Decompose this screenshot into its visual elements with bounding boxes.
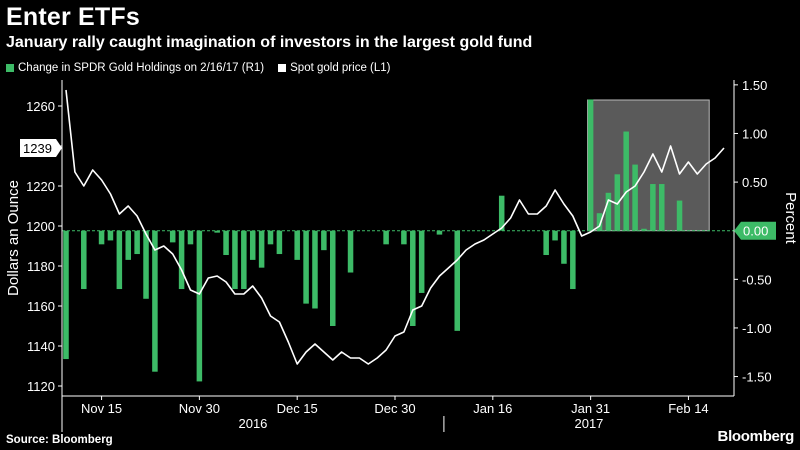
- current-price-box: [20, 139, 62, 157]
- bar: [632, 164, 638, 231]
- bar: [641, 228, 647, 231]
- legend: Change in SPDR Gold Holdings on 2/16/17 …: [6, 62, 391, 74]
- left-axis-tick-label: 1140: [27, 339, 55, 354]
- bar: [241, 230, 247, 290]
- spot-gold-line: [65, 89, 725, 365]
- bar: [312, 230, 318, 309]
- bar: [152, 230, 158, 372]
- bar: [232, 230, 238, 290]
- bar: [605, 192, 612, 231]
- source-note: Source: Bloomberg: [6, 434, 113, 446]
- bar: [383, 230, 389, 245]
- bar: [276, 230, 283, 255]
- bar: [570, 230, 576, 290]
- legend-swatch-spot-gold: [278, 64, 287, 72]
- left-axis-tick-label: 1120: [27, 379, 55, 394]
- bar: [178, 230, 185, 290]
- zero-label: 0.00: [743, 224, 768, 239]
- bar: [107, 230, 114, 241]
- bar: [98, 230, 105, 245]
- legend-label-spot-gold: Spot gold price (L1): [290, 62, 391, 74]
- current-price-label: 1239: [23, 141, 52, 156]
- bar: [552, 230, 558, 241]
- left-axis-tick-label: 1220: [26, 179, 55, 194]
- x-axis-tick-label: Nov 15: [81, 401, 122, 416]
- right-axis-title: Percent: [782, 192, 799, 245]
- bar: [436, 230, 443, 235]
- left-axis-tick-label: 1160: [27, 299, 55, 314]
- bar: [258, 230, 265, 268]
- year-label: 2016: [238, 416, 267, 431]
- bar: [303, 230, 309, 304]
- bar: [410, 230, 416, 326]
- bar: [596, 213, 603, 231]
- left-axis-title: Dollars an Ounce: [5, 180, 22, 296]
- bar: [418, 230, 425, 293]
- bar: [267, 230, 274, 245]
- year-label: 2017: [574, 416, 603, 431]
- bar: [347, 230, 354, 273]
- bar: [143, 230, 149, 299]
- right-axis-tick-label: -1.00: [742, 321, 772, 336]
- bar: [454, 230, 460, 331]
- bar: [587, 99, 594, 231]
- bar: [401, 230, 407, 245]
- bar: [623, 131, 629, 231]
- zero-label-box: [734, 221, 776, 240]
- left-axis-tick-label: 1180: [27, 259, 55, 274]
- chart-title: Enter ETFs: [6, 3, 140, 31]
- left-axis-tick-label: 1260: [26, 99, 55, 114]
- right-axis-tick-label: -0.50: [742, 272, 772, 287]
- right-axis-tick-label: 1.00: [742, 126, 767, 141]
- right-axis-tick-label: 0.50: [742, 175, 767, 190]
- x-axis-tick-label: Jan 31: [571, 401, 610, 416]
- bar: [676, 200, 683, 231]
- bar: [125, 230, 131, 260]
- bar: [650, 184, 656, 231]
- bar: [134, 230, 140, 255]
- bar: [330, 230, 336, 326]
- x-axis-tick-label: Nov 30: [179, 401, 220, 416]
- bar: [561, 230, 567, 264]
- left-axis-tick-label: 1200: [26, 219, 55, 234]
- bar: [321, 230, 327, 251]
- bar: [63, 230, 69, 360]
- bar: [614, 174, 621, 231]
- legend-label-holdings: Change in SPDR Gold Holdings on 2/16/17 …: [18, 62, 265, 74]
- bar: [169, 230, 176, 243]
- bar: [116, 230, 123, 290]
- bar: [196, 230, 203, 382]
- legend-item-holdings: Change in SPDR Gold Holdings on 2/16/17 …: [6, 62, 264, 74]
- bar: [498, 195, 505, 231]
- right-axis-tick-label: -1.50: [742, 370, 772, 385]
- legend-item-spot-gold: Spot gold price (L1): [278, 62, 391, 74]
- x-axis-tick-label: Feb 14: [668, 401, 708, 416]
- x-axis-tick-label: Jan 16: [473, 401, 512, 416]
- x-axis-tick-label: Dec 30: [374, 401, 415, 416]
- bar: [249, 230, 256, 260]
- brand-logo: Bloomberg: [717, 428, 795, 445]
- bar: [294, 230, 300, 260]
- bar: [81, 230, 87, 290]
- bar: [223, 230, 229, 256]
- bar: [187, 230, 194, 245]
- bar: [543, 230, 549, 256]
- chart-subtitle: January rally caught imagination of inve…: [6, 34, 533, 51]
- x-axis-tick-label: Dec 15: [277, 401, 318, 416]
- right-axis-tick-label: 1.50: [742, 78, 767, 93]
- bar: [659, 184, 665, 231]
- bar: [214, 230, 220, 233]
- legend-swatch-holdings: [6, 64, 14, 72]
